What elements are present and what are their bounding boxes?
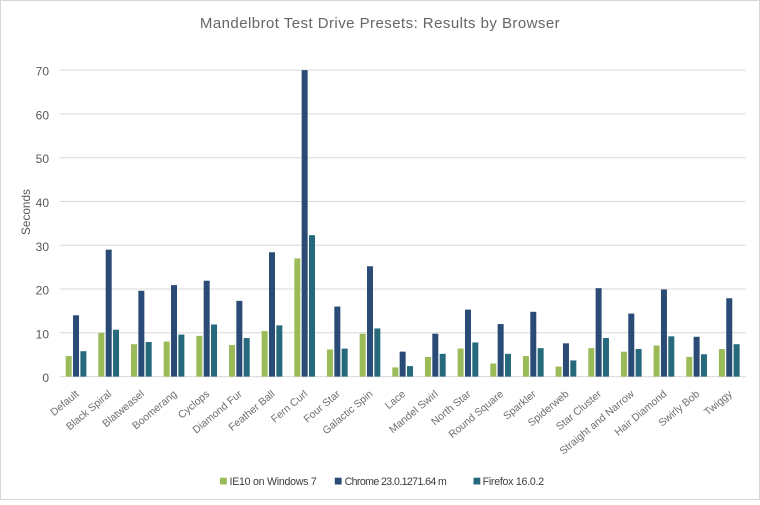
svg-text:40: 40 bbox=[36, 196, 50, 210]
svg-text:Seconds: Seconds bbox=[19, 189, 33, 235]
svg-text:Chrome 23.0.1271.64 m: Chrome 23.0.1271.64 m bbox=[345, 476, 447, 488]
svg-text:0: 0 bbox=[42, 371, 49, 385]
svg-text:50: 50 bbox=[36, 152, 50, 166]
svg-text:IE10 on Windows 7: IE10 on Windows 7 bbox=[230, 476, 317, 488]
svg-text:60: 60 bbox=[36, 108, 50, 122]
svg-text:Firefox 16.0.2: Firefox 16.0.2 bbox=[483, 476, 545, 488]
svg-text:30: 30 bbox=[36, 240, 50, 254]
svg-text:Mandelbrot Test Drive Presets:: Mandelbrot Test Drive Presets: Results b… bbox=[200, 15, 560, 32]
svg-text:70: 70 bbox=[36, 65, 50, 79]
svg-text:20: 20 bbox=[36, 284, 50, 298]
svg-text:10: 10 bbox=[36, 327, 50, 341]
